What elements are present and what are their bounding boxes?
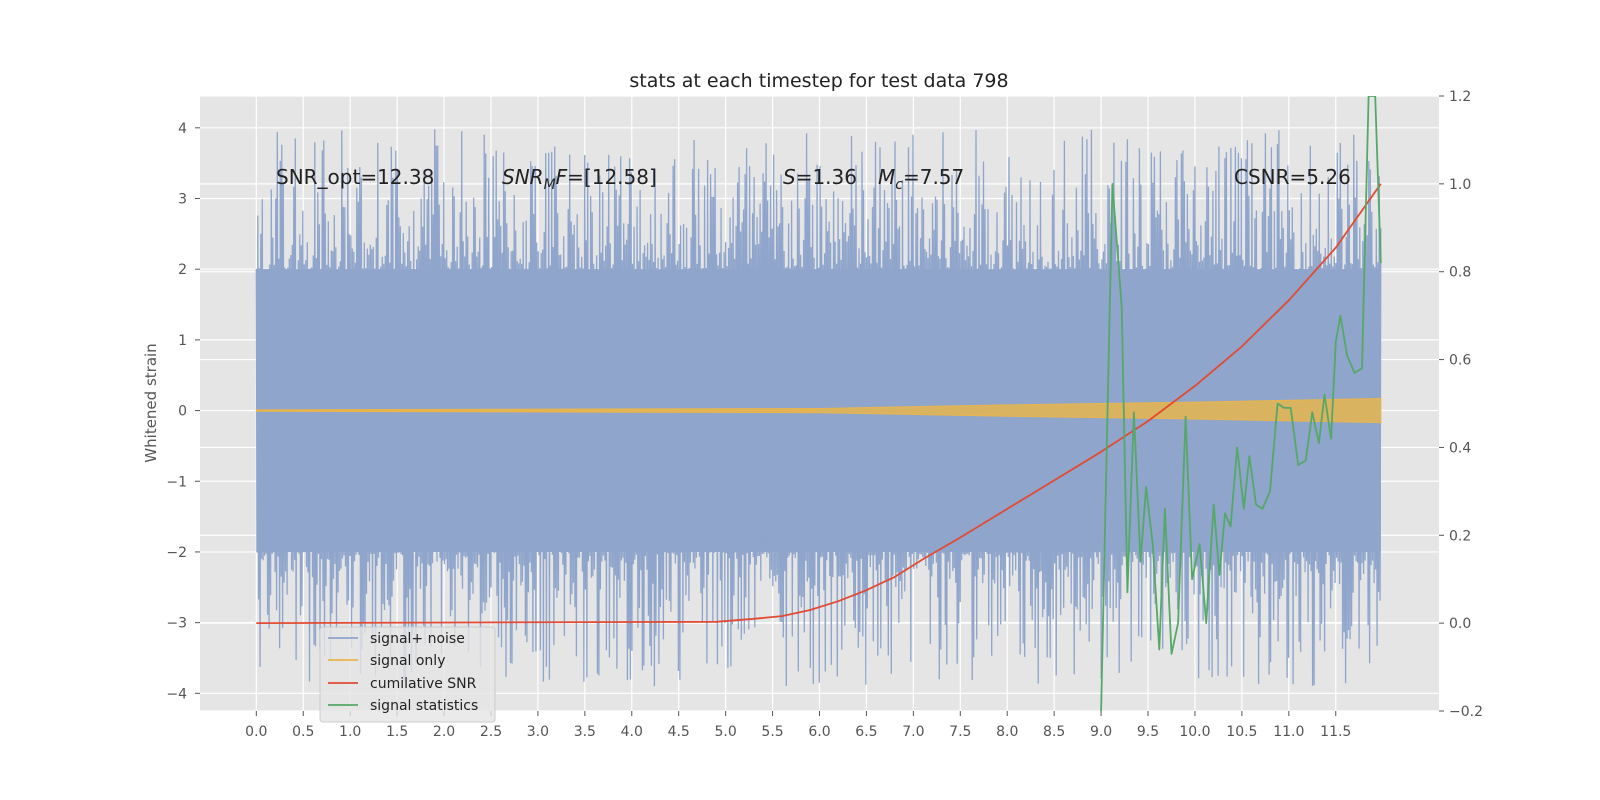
y-tick-label: 3 <box>178 192 187 208</box>
x-tick-label: 5.5 <box>761 724 783 740</box>
snr-mf-value: =[12.58] <box>567 165 657 189</box>
x-tick-label: 2.5 <box>480 724 502 740</box>
signal-only-series <box>255 398 1382 424</box>
y-tick-label: −4 <box>166 686 187 702</box>
x-tick-label: 8.0 <box>996 724 1018 740</box>
x-tick-label: 1.5 <box>386 724 408 740</box>
x-tick-label: 8.5 <box>1043 724 1065 740</box>
y2-tick-label: 1.0 <box>1449 177 1471 193</box>
x-tick-label: 9.0 <box>1090 724 1112 740</box>
annotation-snr-mf: SNRMF=[12.58] <box>502 165 657 193</box>
legend-label-signal-statistics: signal statistics <box>370 698 478 714</box>
x-tick-label: 0.5 <box>292 724 314 740</box>
legend-label-signal-only: signal only <box>370 653 445 669</box>
y2-tick-label: 1.2 <box>1449 89 1471 105</box>
x-tick-label: 7.5 <box>949 724 971 740</box>
annotation-snr-opt: SNR_opt=12.38 <box>276 165 434 189</box>
annotation-csnr: CSNR=5.26 <box>1234 165 1351 189</box>
x-tick-label: 10.5 <box>1226 724 1257 740</box>
y2-tick-label: 0.6 <box>1449 353 1471 369</box>
x-tick-label: 3.0 <box>527 724 549 740</box>
s-value: =1.36 <box>796 165 857 189</box>
x-tick-label: 3.5 <box>574 724 596 740</box>
annotation-mc: Mc=7.57 <box>878 165 964 193</box>
cumulative-snr-line <box>256 183 1382 624</box>
y-tick-label: 1 <box>178 333 187 349</box>
x-tick-label: 2.0 <box>433 724 455 740</box>
snr-mf-subscript: M <box>544 177 556 193</box>
x-tick-label: 4.0 <box>621 724 643 740</box>
x-tick-label: 11.0 <box>1273 724 1304 740</box>
snr-mf-symbol-end: F <box>556 165 568 189</box>
legend-label-cumulative-snr: cumilative SNR <box>370 676 477 692</box>
mc-symbol: M <box>878 165 895 189</box>
axis-ticks: 0.0 0.5 1.0 1.5 2.0 2.5 3.0 3.5 4.0 4.5 5.0 5.5 6.0 6… <box>166 89 1483 740</box>
y2-tick-label: 0.8 <box>1449 265 1471 281</box>
annotation-s: S=1.36 <box>783 165 857 189</box>
x-tick-label: 5.0 <box>715 724 737 740</box>
mc-value: =7.57 <box>903 165 964 189</box>
legend: signal+ noise signal only cumilative SNR… <box>319 626 496 723</box>
y-tick-label: 0 <box>178 404 187 420</box>
y2-tick-label: 0.2 <box>1449 528 1471 544</box>
x-tick-label: 7.0 <box>902 724 924 740</box>
snr-mf-symbol: SNR <box>502 165 544 189</box>
statistic-lines <box>256 96 1382 711</box>
signal-noise-line <box>255 129 1382 687</box>
s-symbol: S <box>783 165 796 189</box>
legend-box <box>319 626 496 723</box>
y-axis-label: Whitened strain <box>142 343 160 462</box>
x-tick-label: 4.5 <box>668 724 690 740</box>
signal-statistics-line <box>1100 96 1382 711</box>
x-tick-label: 0.0 <box>245 724 267 740</box>
y2-tick-label: −0.2 <box>1449 704 1483 720</box>
mc-subscript: c <box>895 177 903 193</box>
y-tick-label: −2 <box>166 545 187 561</box>
y-tick-label: −3 <box>166 616 187 632</box>
x-tick-label: 9.5 <box>1137 724 1159 740</box>
y2-tick-label: 0.4 <box>1449 440 1471 456</box>
y-tick-label: −1 <box>166 474 187 490</box>
x-tick-label: 6.5 <box>855 724 877 740</box>
x-tick-label: 10.0 <box>1179 724 1210 740</box>
legend-label-signal-noise: signal+ noise <box>370 631 465 647</box>
x-tick-label: 6.0 <box>808 724 830 740</box>
x-tick-label: 1.0 <box>339 724 361 740</box>
y2-tick-label: 0.0 <box>1449 616 1471 632</box>
x-tick-label: 11.5 <box>1320 724 1351 740</box>
y-tick-label: 2 <box>178 262 187 278</box>
y-tick-label: 4 <box>178 121 187 137</box>
chart-title: stats at each timestep for test data 798 <box>629 70 1008 92</box>
